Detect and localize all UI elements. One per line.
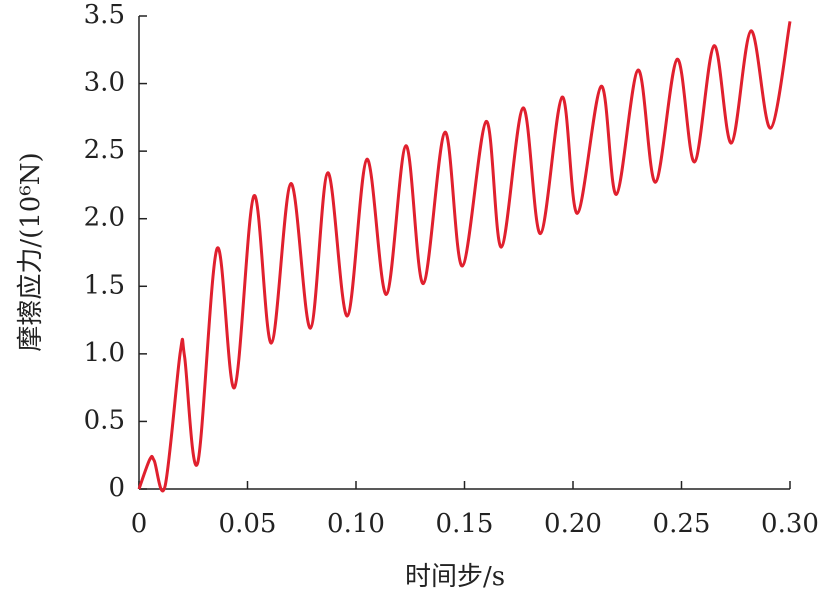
y-tick-label: 1.0 xyxy=(84,338,125,368)
x-tick-label: 0 xyxy=(131,509,148,539)
x-tick-label: 0.30 xyxy=(761,509,819,539)
x-tick-label: 0.15 xyxy=(436,509,494,539)
line xyxy=(137,21,792,493)
y-tick-label: 3.5 xyxy=(84,0,125,30)
y-tick-label: 3.0 xyxy=(84,68,125,98)
x-tick-label: 0.05 xyxy=(219,509,277,539)
y-tick-label: 1.5 xyxy=(84,270,125,300)
y-axis-label: 摩擦应力/(10⁶N) xyxy=(16,152,46,351)
y-tick-label: 2.5 xyxy=(84,135,125,165)
x-axis-label: 时间步/s xyxy=(405,562,505,592)
y-tick-label: 0.5 xyxy=(84,405,125,435)
x-tick-label: 0.25 xyxy=(653,509,711,539)
x-tick-label: 0.20 xyxy=(544,509,602,539)
x-tick-label: 0.10 xyxy=(327,509,385,539)
y-tick-label: 2.0 xyxy=(84,203,125,233)
y-tick-label: 0 xyxy=(108,473,125,503)
